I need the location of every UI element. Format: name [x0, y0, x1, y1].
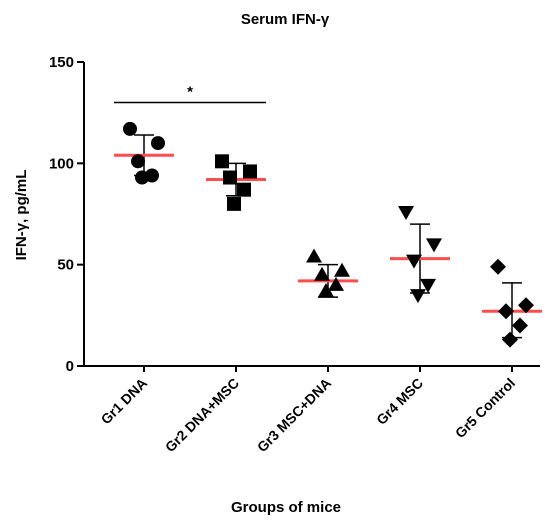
data-point [490, 258, 506, 275]
y-ticks: 0 50 100 150 [49, 54, 84, 375]
significance-annotations: * [114, 84, 266, 104]
y-axis-title: IFN-γ, pg/mL [13, 170, 30, 261]
data-point [131, 154, 145, 169]
data-point [420, 278, 436, 293]
data-point [318, 283, 334, 298]
y-tick-label: 0 [66, 358, 74, 375]
data-point [502, 331, 518, 348]
data-point [223, 170, 237, 185]
data-point [406, 254, 422, 269]
sd-error-bars [134, 134, 522, 339]
data-point [334, 262, 350, 277]
data-point [135, 170, 149, 185]
data-point [410, 289, 426, 304]
data-point [512, 317, 528, 334]
y-tick-label: 50 [57, 257, 74, 274]
data-point [314, 266, 330, 281]
x-axis-title: Groups of mice [231, 499, 341, 516]
y-tick-label: 100 [49, 155, 74, 172]
significance-label: * [187, 84, 193, 101]
data-point [306, 248, 322, 263]
data-point [215, 154, 229, 169]
chart-title: Serum IFN-γ [241, 11, 330, 28]
data-point [227, 196, 241, 211]
data-point [398, 205, 414, 220]
data-point [237, 182, 251, 197]
x-tick-label: Gr3 MSC+DNA [254, 375, 334, 455]
x-tick-label: Gr1 DNA [98, 375, 151, 428]
x-tick-label: Gr4 MSC [373, 375, 426, 428]
data-point [498, 303, 514, 320]
x-tick-label: Gr2 DNA+MSC [162, 375, 242, 455]
data-point [123, 121, 137, 136]
data-point [328, 276, 344, 291]
x-category-labels: Gr1 DNA Gr2 DNA+MSC Gr3 MSC+DNA Gr4 MSC Gr5 … [98, 366, 518, 455]
data-point [426, 238, 442, 253]
data-point [518, 297, 534, 314]
data-point [151, 136, 165, 151]
data-point [243, 164, 257, 179]
axes [83, 62, 540, 367]
data-points [123, 121, 534, 348]
x-tick-label: Gr5 Control [452, 375, 518, 441]
y-tick-label: 150 [49, 54, 74, 71]
